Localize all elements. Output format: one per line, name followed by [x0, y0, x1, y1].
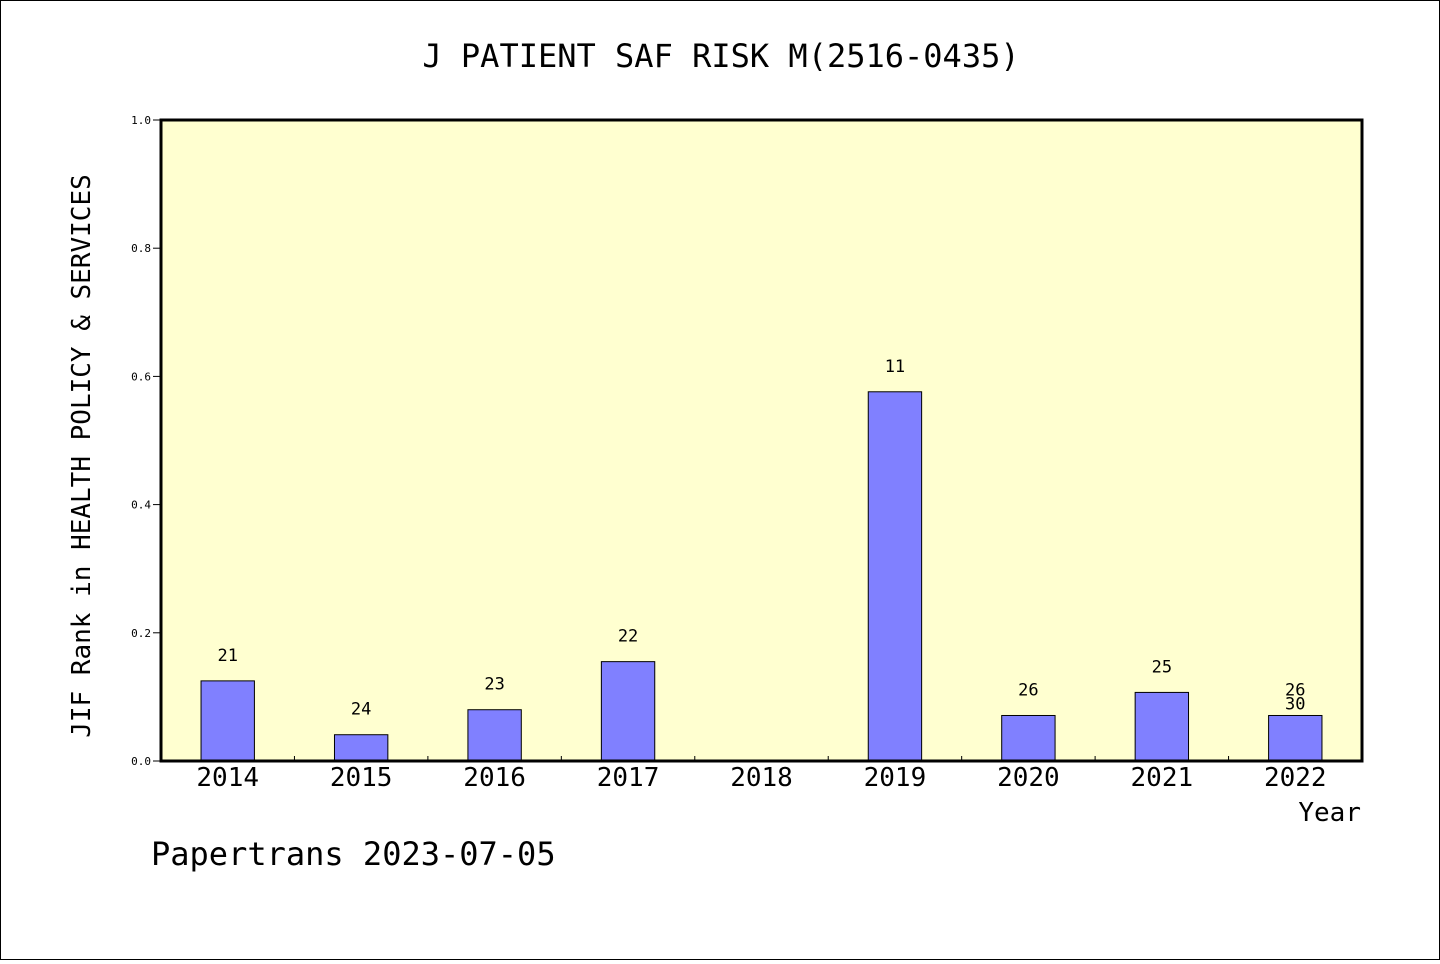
- bar-2021: [1134, 691, 1190, 762]
- y-tick-label-0.2: 0.2: [131, 627, 151, 640]
- data-label-2017: 22: [618, 627, 638, 647]
- x-tick-label-2016: 2016: [463, 763, 526, 793]
- bar-2019: [867, 391, 923, 762]
- x-axis: 2014 2015 2016 2017 2018 2019 2020 2021 2022: [196, 756, 1327, 793]
- data-label-2022-2: 30: [1285, 694, 1305, 714]
- data-label-2019: 11: [885, 357, 905, 377]
- x-axis-title: Year: [1298, 798, 1361, 828]
- y-tick-label-0.0: 0.0: [131, 755, 151, 768]
- data-label-2021: 25: [1152, 657, 1172, 677]
- bar-2020: [1001, 714, 1056, 762]
- data-label-2020: 26: [1018, 680, 1038, 700]
- x-tick-label-2018: 2018: [730, 763, 793, 793]
- x-tick-label-2014: 2014: [196, 763, 259, 793]
- bar-2017: [600, 661, 656, 762]
- plot-area: [161, 120, 1362, 761]
- data-label-2015: 24: [351, 700, 371, 720]
- data-label-2016: 23: [484, 675, 504, 695]
- x-tick-label-2017: 2017: [597, 763, 660, 793]
- y-tick-label-0.8: 0.8: [131, 242, 151, 255]
- y-axis: 0.0 0.2 0.4 0.6 0.8 1.0: [131, 114, 161, 768]
- x-tick-label-2019: 2019: [864, 763, 927, 793]
- footer-note: Papertrans 2023-07-05: [151, 835, 556, 873]
- y-tick-label-1.0: 1.0: [131, 114, 151, 127]
- bar-2015: [333, 734, 389, 762]
- x-tick-label-2020: 2020: [997, 763, 1060, 793]
- bars-group: [200, 391, 1323, 762]
- y-axis-title: JIF Rank in HEALTH POLICY & SERVICES: [67, 174, 97, 738]
- y-tick-label-0.4: 0.4: [131, 499, 151, 512]
- chart-title: J PATIENT SAF RISK M(2516-0435): [422, 37, 1019, 75]
- x-tick-label-2021: 2021: [1131, 763, 1194, 793]
- bar-2016: [467, 709, 522, 762]
- y-tick-label-0.6: 0.6: [131, 370, 151, 383]
- x-tick-label-2022: 2022: [1264, 763, 1327, 793]
- bar-2014: [200, 680, 255, 762]
- data-label-2022-1: 26: [1285, 680, 1305, 700]
- x-tick-label-2015: 2015: [330, 763, 393, 793]
- plot-border: [159, 118, 1364, 763]
- data-label-2014: 21: [217, 646, 237, 666]
- bar-2022: [1268, 714, 1323, 762]
